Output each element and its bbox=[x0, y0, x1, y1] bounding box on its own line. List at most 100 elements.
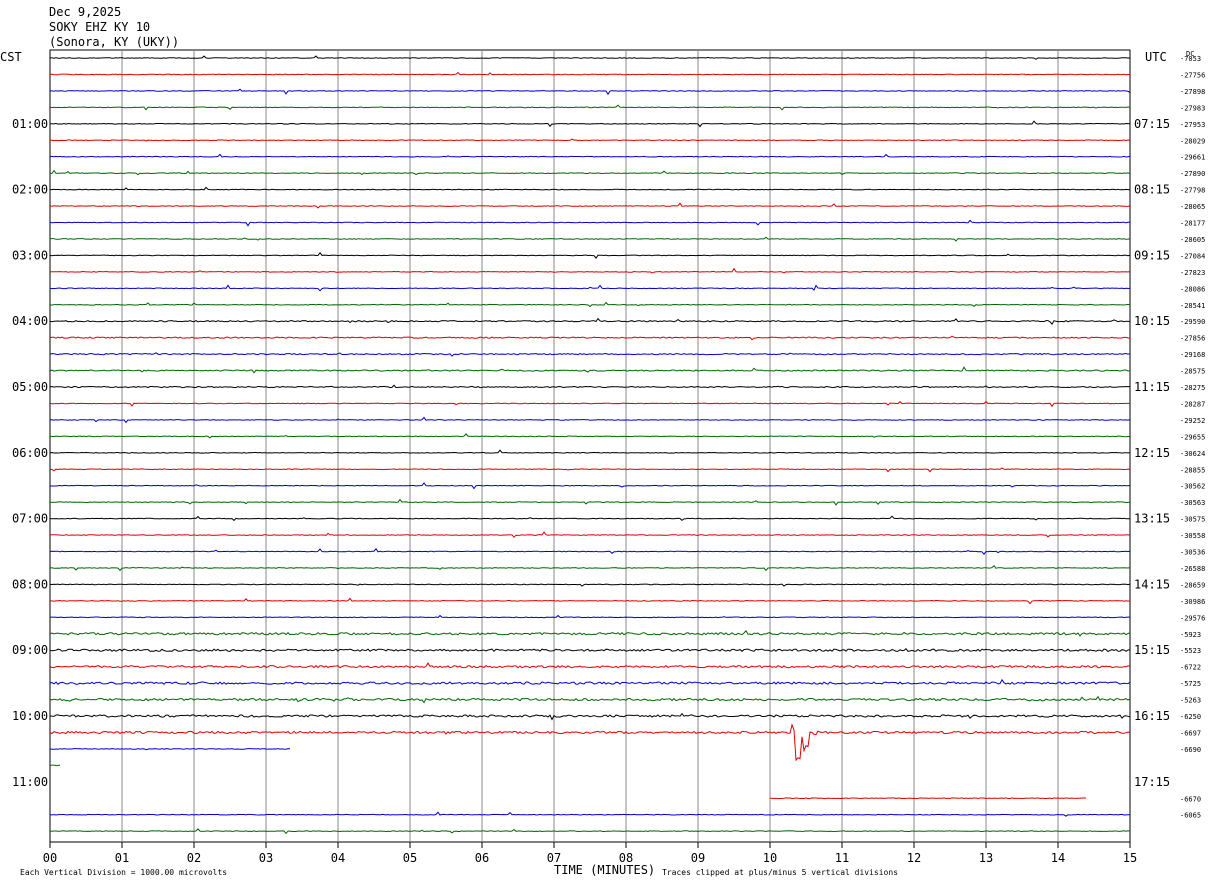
dc-offset-label: -30563 bbox=[1180, 499, 1205, 507]
dc-corner-label: DC bbox=[1186, 50, 1194, 58]
left-hour-label: 04:00 bbox=[12, 314, 48, 328]
dc-offset-label: -27953 bbox=[1180, 121, 1205, 129]
dc-offset-label: -26588 bbox=[1180, 565, 1205, 573]
trace-line bbox=[49, 284, 1131, 292]
trace-line bbox=[49, 335, 1131, 341]
right-hour-label: 12:15 bbox=[1134, 446, 1170, 460]
dc-offset-label: -6697 bbox=[1180, 729, 1201, 737]
right-hour-label: 17:15 bbox=[1134, 775, 1170, 789]
dc-offset-label: -28177 bbox=[1180, 220, 1205, 228]
dc-offset-label: -29655 bbox=[1180, 433, 1205, 441]
x-tick-label: 13 bbox=[979, 851, 993, 865]
trace-line bbox=[49, 828, 1131, 835]
dc-offset-label: -28029 bbox=[1180, 137, 1205, 145]
trace-line bbox=[49, 647, 1131, 653]
right-hour-labels: 07:15 08:15 09:15 10:15 11:15 12:15 13:15 14:15… bbox=[1134, 117, 1170, 789]
trace-line bbox=[49, 515, 1131, 522]
x-tick-label: 10 bbox=[763, 851, 777, 865]
trace-line bbox=[49, 498, 1131, 506]
dc-offset-label: -5725 bbox=[1180, 680, 1201, 688]
dc-offset-label: -27898 bbox=[1180, 88, 1205, 96]
x-tick-label: 02 bbox=[187, 851, 201, 865]
left-timezone-label: CST bbox=[0, 50, 22, 64]
trace-line bbox=[49, 583, 1131, 587]
dc-offset-label: -28065 bbox=[1180, 203, 1205, 211]
dc-offset-label: -29590 bbox=[1180, 318, 1205, 326]
trace-line bbox=[49, 547, 1131, 556]
left-hour-label: 10:00 bbox=[12, 709, 48, 723]
right-hour-label: 15:15 bbox=[1134, 643, 1170, 657]
trace-line bbox=[49, 764, 61, 767]
trace-line bbox=[50, 120, 1131, 128]
trace-line bbox=[49, 236, 1131, 242]
left-hour-label: 08:00 bbox=[12, 577, 48, 591]
dc-offset-label: -28541 bbox=[1180, 302, 1205, 310]
x-tick-label: 12 bbox=[907, 851, 921, 865]
dc-offset-label: -27823 bbox=[1180, 269, 1205, 277]
x-tick-label: 11 bbox=[835, 851, 849, 865]
right-hour-label: 14:15 bbox=[1134, 577, 1170, 591]
dc-offset-label: -7053 bbox=[1180, 55, 1201, 63]
trace-line bbox=[49, 467, 1131, 473]
right-hour-label: 16:15 bbox=[1134, 709, 1170, 723]
left-hour-label: 05:00 bbox=[12, 380, 48, 394]
left-hour-label: 11:00 bbox=[12, 775, 48, 789]
x-tick-label: 01 bbox=[115, 851, 129, 865]
seismic-traces bbox=[49, 55, 1131, 835]
trace-line bbox=[49, 104, 1131, 111]
x-tick-label: 08 bbox=[619, 851, 633, 865]
trace-line bbox=[49, 748, 291, 751]
trace-line bbox=[49, 384, 1131, 389]
trace-line bbox=[49, 482, 1131, 490]
trace-line bbox=[49, 169, 1131, 176]
dc-offset-label: -30986 bbox=[1180, 598, 1205, 606]
dc-offset-label: -30575 bbox=[1180, 516, 1205, 524]
dc-offset-label: -30562 bbox=[1180, 483, 1205, 491]
trace-line bbox=[770, 797, 1086, 800]
dc-offset-label: -29661 bbox=[1180, 154, 1205, 162]
dc-offset-label: -29576 bbox=[1180, 614, 1205, 622]
x-axis-label: TIME (MINUTES) bbox=[554, 863, 655, 877]
right-hour-label: 08:15 bbox=[1134, 183, 1170, 197]
dc-offset-label: -6250 bbox=[1180, 713, 1201, 721]
trace-line bbox=[50, 186, 1131, 191]
left-hour-label: 03:00 bbox=[12, 248, 48, 262]
x-tick-label: 14 bbox=[1051, 851, 1065, 865]
trace-line bbox=[49, 678, 1131, 685]
trace-line bbox=[49, 614, 1131, 619]
left-hour-label: 09:00 bbox=[12, 643, 48, 657]
right-hour-label: 10:15 bbox=[1134, 314, 1170, 328]
dc-offset-labels: -7053 -27756 -27898 -27983 -27953 -28029 -2966… bbox=[1180, 55, 1205, 820]
dc-offset-label: -28855 bbox=[1180, 466, 1205, 474]
x-axis-ticks: 00 01 02 03 04 05 06 07 08 09 10 11 12 13 14 15 bbox=[43, 842, 1137, 865]
trace-line bbox=[49, 317, 1130, 325]
dc-offset-label: -28659 bbox=[1180, 581, 1205, 589]
trace-line bbox=[49, 433, 1131, 439]
x-tick-label: 00 bbox=[43, 851, 57, 865]
trace-line bbox=[50, 88, 1131, 96]
left-hour-label: 06:00 bbox=[12, 446, 48, 460]
dc-offset-label: -27798 bbox=[1180, 187, 1205, 195]
dc-offset-label: -27084 bbox=[1180, 252, 1205, 260]
x-tick-label: 06 bbox=[475, 851, 489, 865]
dc-offset-label: -29168 bbox=[1180, 351, 1205, 359]
dc-offset-label: -30558 bbox=[1180, 532, 1205, 540]
left-hour-labels: 01:00 02:00 03:00 04:00 05:00 06:00 07:00 08:00… bbox=[12, 117, 48, 789]
trace-line bbox=[49, 695, 1131, 704]
dc-offset-label: -27983 bbox=[1180, 104, 1205, 112]
trace-line bbox=[49, 416, 1131, 424]
trace-line bbox=[49, 153, 1131, 158]
right-hour-label: 09:15 bbox=[1134, 248, 1170, 262]
dc-offset-label: -5923 bbox=[1180, 631, 1201, 639]
trace-line bbox=[49, 71, 1131, 76]
dc-offset-label: -27756 bbox=[1180, 71, 1205, 79]
trace-line bbox=[49, 301, 1131, 308]
trace-line bbox=[49, 352, 1131, 357]
dc-offset-label: -30624 bbox=[1180, 450, 1205, 458]
header-date: Dec 9,2025 bbox=[49, 5, 121, 19]
dc-offset-label: -28275 bbox=[1180, 384, 1205, 392]
right-timezone-label: UTC bbox=[1145, 50, 1167, 64]
plot-frame bbox=[49, 49, 1131, 843]
right-hour-label: 13:15 bbox=[1134, 512, 1170, 526]
